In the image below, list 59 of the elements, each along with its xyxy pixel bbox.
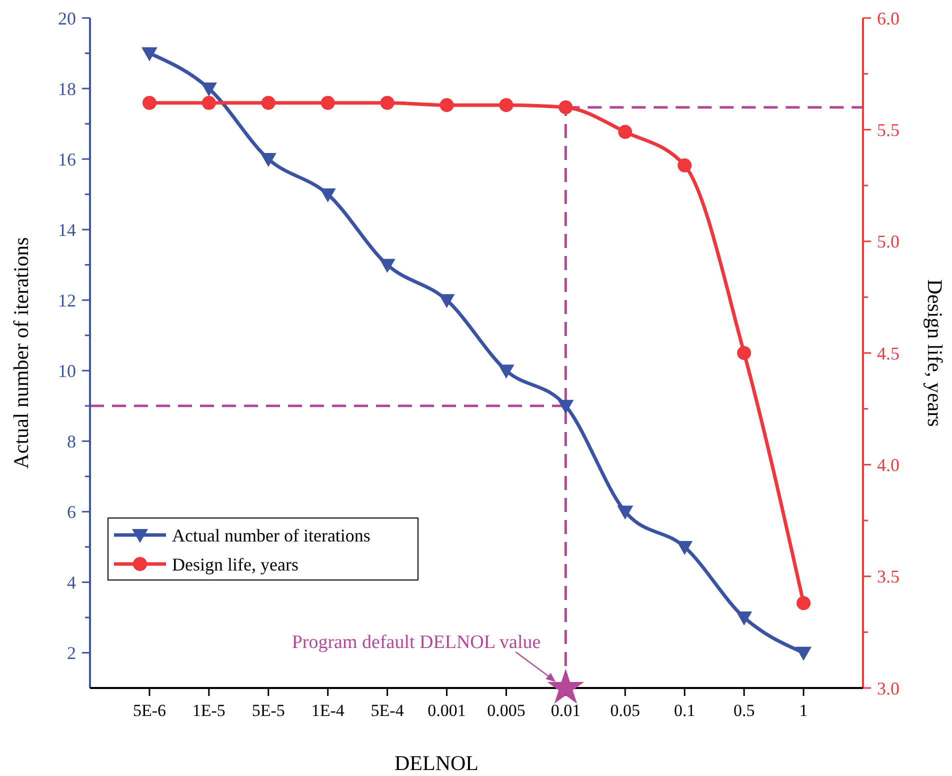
y-tick-label: 16	[58, 149, 76, 170]
x-tick-label: 5E-5	[252, 701, 285, 720]
point	[142, 96, 156, 110]
x-tick-label: 0.5	[733, 701, 755, 720]
y2-tick-label: 5.5	[877, 120, 900, 140]
point	[558, 100, 573, 114]
point	[796, 596, 811, 610]
x-tick-label: 1E-4	[311, 701, 345, 720]
y-tick-label: 20	[58, 8, 76, 28]
point	[320, 188, 336, 202]
point	[796, 646, 812, 661]
point	[261, 96, 276, 110]
x-tick-label: 1E-5	[192, 701, 226, 720]
annotation: Program default DELNOL value	[292, 632, 541, 653]
x-axis-title: DELNOL	[394, 751, 478, 775]
legend-label: Actual number of iterations	[172, 525, 370, 546]
y2-tick-label: 5.0	[877, 232, 900, 252]
legend-label: Design life, years	[172, 554, 298, 574]
x-tick-label: 0.05	[610, 701, 640, 720]
y-tick-label: 2	[67, 643, 76, 664]
point	[320, 96, 335, 110]
y-tick-label: 18	[58, 78, 76, 99]
y-tick-label: 4	[67, 572, 76, 593]
point	[440, 98, 454, 112]
point	[678, 158, 692, 172]
y-axis-title: Actual number of iterations	[9, 237, 33, 469]
point	[202, 96, 216, 110]
point	[499, 98, 514, 112]
x-tick-label: 0.005	[487, 701, 526, 720]
point	[141, 47, 158, 62]
point	[498, 364, 514, 379]
y-tick-label: 6	[67, 502, 76, 522]
y2-tick-label: 3.0	[877, 678, 900, 698]
point	[200, 82, 217, 97]
y2-tick-label: 6.0	[877, 8, 900, 28]
x-tick-label: 0.01	[550, 701, 581, 720]
y-tick-label: 14	[58, 220, 76, 240]
x-tick-label: 5E-4	[370, 701, 404, 720]
x-tick-label: 1	[799, 701, 808, 720]
point	[379, 258, 396, 273]
point	[618, 124, 632, 139]
point	[737, 346, 752, 360]
point	[617, 506, 634, 520]
point	[260, 153, 276, 168]
x-tick-label: 0.001	[428, 701, 466, 720]
y-tick-label: 12	[58, 290, 76, 310]
point	[558, 400, 574, 414]
x-tick-label: 0.1	[674, 701, 696, 720]
y-tick-label: 8	[67, 431, 76, 452]
y-tick-label: 10	[58, 360, 76, 381]
x-tick-label: 5E-6	[132, 701, 166, 720]
point	[676, 540, 693, 555]
y2-tick-label: 4.5	[877, 343, 900, 364]
point	[736, 611, 752, 626]
point	[380, 96, 394, 110]
y2-axis-title: Design life, years	[923, 279, 947, 427]
y2-tick-label: 4.0	[877, 454, 900, 475]
point	[438, 294, 455, 308]
y2-tick-label: 3.5	[877, 566, 900, 587]
